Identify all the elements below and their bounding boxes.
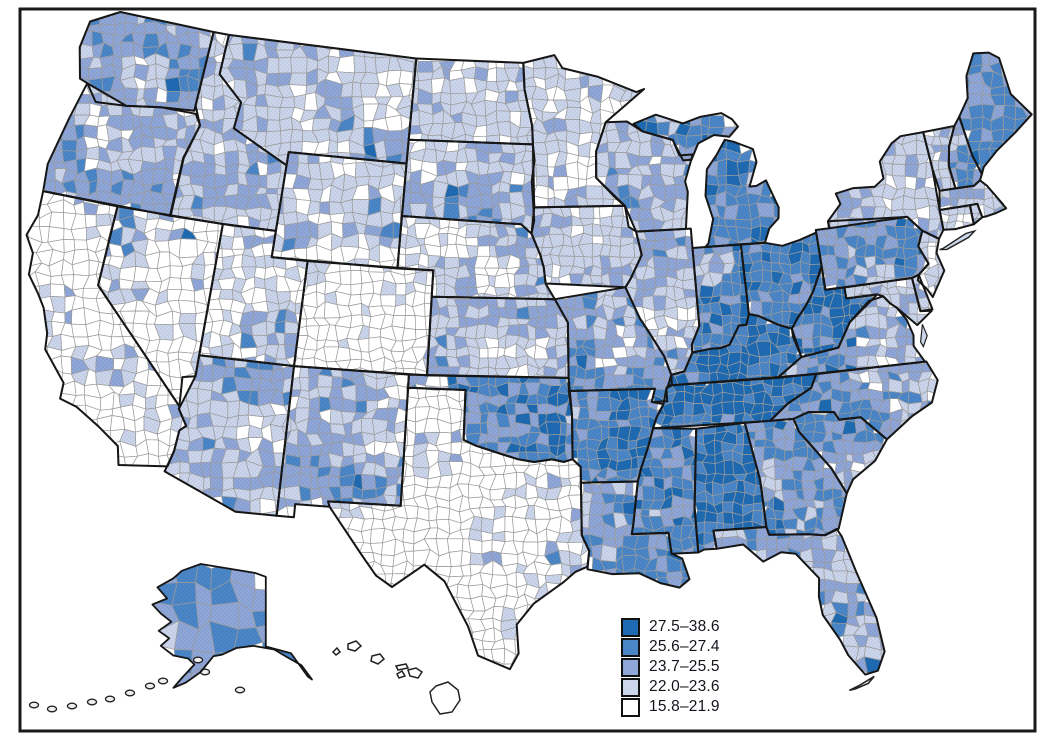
state-SD-counties <box>401 139 535 231</box>
state-CO-counties <box>294 261 434 376</box>
minor-islands-layer <box>28 229 977 715</box>
figure-frame <box>18 7 1037 733</box>
state-ME-border <box>958 51 1033 176</box>
legend-range-label: 22.0–23.6 <box>649 678 720 695</box>
hawaii-island <box>396 669 407 679</box>
hawaii-island <box>407 667 424 679</box>
state-IL-counties <box>625 228 700 375</box>
state-AK-counties <box>152 564 312 688</box>
legend-range-label: 25.6–27.4 <box>649 638 720 655</box>
state-NM-counties <box>276 366 409 518</box>
legend-swatch-class1 <box>621 617 640 637</box>
state-WI-border <box>595 120 694 233</box>
legend-range-label: 27.5–38.6 <box>649 618 720 635</box>
hawaii-island <box>429 681 461 715</box>
state-NC-border <box>769 360 939 441</box>
legend-swatch-class4 <box>621 677 640 697</box>
state-NJ-border <box>916 229 946 298</box>
hawaii-island <box>347 640 363 652</box>
legend-item: 15.8–21.9 <box>621 697 720 717</box>
state-AK-border <box>151 563 313 689</box>
legend-item: 22.0–23.6 <box>621 677 720 697</box>
state-IA-counties <box>531 205 642 288</box>
state-MI-border <box>632 112 739 162</box>
state-FL-border <box>712 526 886 676</box>
state-TX-border <box>327 386 591 671</box>
state-FL-counties <box>713 527 885 675</box>
legend-item: 25.6–27.4 <box>621 637 720 657</box>
legend-item: 23.7–25.5 <box>621 657 720 677</box>
legend-range-label: 15.8–21.9 <box>649 698 720 715</box>
hawaii-island <box>394 663 410 671</box>
hawaii-island <box>331 646 342 656</box>
state-NY-border <box>827 131 945 240</box>
legend-swatch-class2 <box>621 637 640 657</box>
state-border-layer <box>25 11 1033 689</box>
legend-swatch-class3 <box>621 657 640 677</box>
legend-item: 27.5–38.6 <box>621 617 720 637</box>
map-legend: 27.5–38.6 25.6–27.4 23.7–25.5 22.0–23.6 … <box>621 617 720 717</box>
hawaii-island <box>370 653 386 665</box>
state-MI2-border <box>704 138 780 249</box>
legend-range-label: 23.7–25.5 <box>649 658 720 675</box>
state-WY-counties <box>271 152 407 269</box>
county-fill-layer <box>26 12 1032 688</box>
legend-swatch-class5 <box>621 697 640 717</box>
